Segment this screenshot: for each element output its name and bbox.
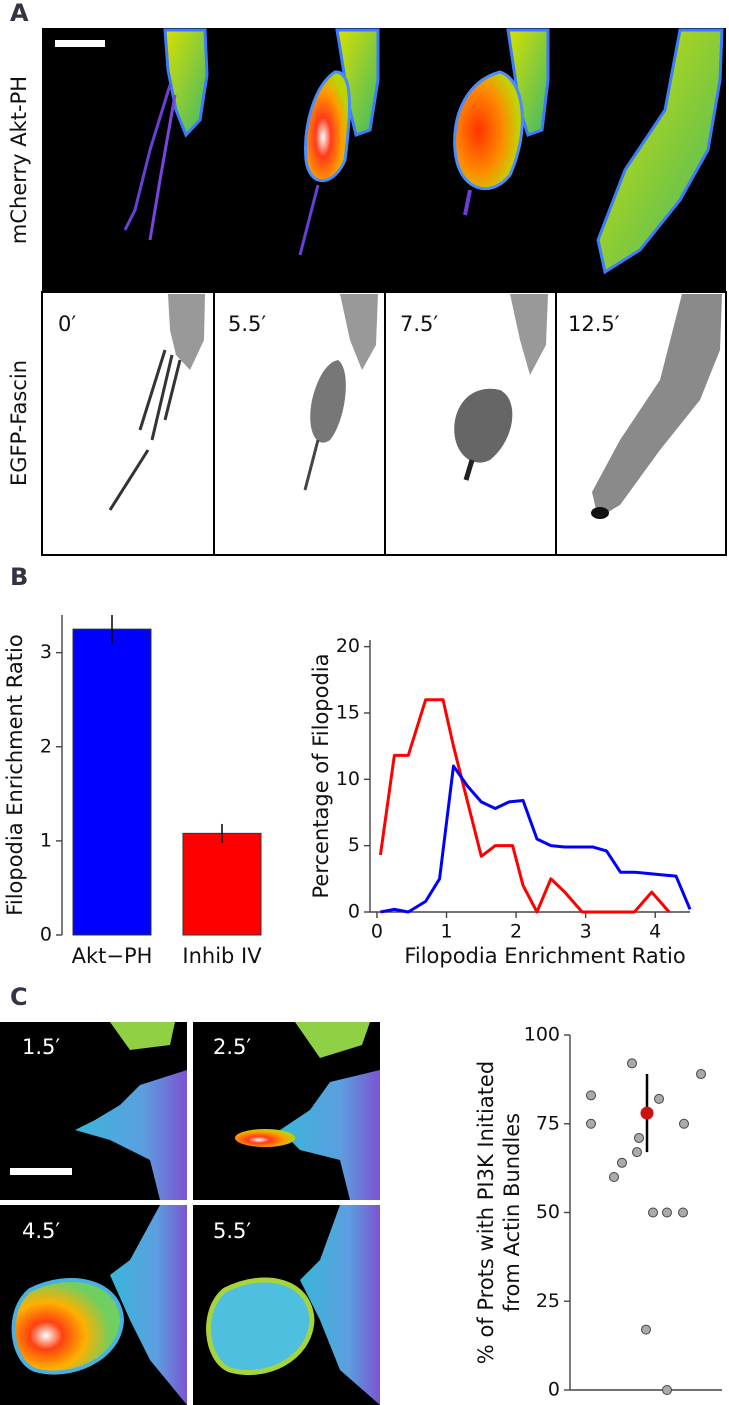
point — [617, 1157, 627, 1168]
row-label: mCherry Akt-PH — [7, 76, 31, 244]
x-tick-label: 3 — [580, 921, 592, 943]
point — [634, 1132, 644, 1143]
time-label: 2.5′ — [213, 1035, 251, 1059]
x-tick-label: Inhib IV — [182, 944, 262, 968]
bar — [72, 628, 152, 936]
y-axis-label: from Actin Bundles — [500, 1113, 524, 1312]
panel-label: C — [10, 983, 28, 1011]
y-axis-label: % of Prots with PI3K Initiated — [474, 1061, 498, 1364]
panel-label: B — [10, 563, 28, 591]
y-tick-label: 0 — [548, 1379, 560, 1401]
time-label: 7.5′ — [400, 312, 438, 336]
mean-point — [640, 1106, 654, 1120]
panel-label: A — [10, 0, 29, 27]
point — [662, 1207, 672, 1218]
point — [696, 1069, 706, 1080]
y-tick-label: 3 — [40, 641, 52, 663]
row-label: EGFP-Fascin — [7, 360, 31, 486]
y-tick-label: 25 — [536, 1290, 560, 1312]
point — [641, 1324, 651, 1335]
y-tick-label: 5 — [348, 834, 360, 856]
line — [380, 764, 692, 914]
y-tick-label: 1 — [40, 829, 52, 851]
point — [679, 1118, 689, 1129]
time-label: 4.5′ — [22, 1219, 60, 1243]
y-tick-label: 20 — [336, 635, 360, 657]
point — [654, 1093, 664, 1104]
line — [378, 698, 671, 914]
time-label: 0′ — [58, 312, 76, 336]
time-label: 12.5′ — [568, 312, 620, 336]
y-tick-label: 0 — [40, 924, 52, 946]
x-tick-label: Akt−PH — [72, 944, 153, 968]
x-tick-label: 1 — [440, 921, 452, 943]
time-label: 5.5′ — [213, 1219, 251, 1243]
point — [632, 1147, 642, 1158]
bar — [182, 832, 262, 936]
y-axis-label: Percentage of Filopodia — [309, 653, 333, 898]
point — [662, 1385, 672, 1395]
time-label: 1.5′ — [22, 1035, 60, 1059]
y-tick-label: 50 — [536, 1201, 560, 1223]
point — [609, 1172, 619, 1182]
y-axis-label: Filopodia Enrichment Ratio — [3, 634, 27, 915]
y-tick-label: 15 — [336, 701, 360, 723]
point — [648, 1207, 658, 1218]
point — [678, 1207, 688, 1218]
x-tick-label: 4 — [649, 921, 661, 943]
y-tick-label: 2 — [40, 735, 52, 757]
time-label: 5.5′ — [228, 312, 266, 336]
x-axis-label: Filopodia Enrichment Ratio — [404, 944, 685, 968]
y-tick-label: 75 — [536, 1112, 560, 1134]
x-tick-label: 2 — [510, 921, 522, 943]
image-grid — [0, 1022, 380, 1405]
y-tick-label: 10 — [336, 768, 360, 790]
point — [586, 1090, 596, 1101]
image-row-top — [42, 28, 726, 292]
point — [586, 1118, 596, 1129]
image-row-bottom — [41, 291, 727, 556]
y-tick-label: 0 — [348, 901, 360, 923]
x-tick-label: 0 — [371, 921, 383, 943]
point — [627, 1058, 637, 1069]
y-tick-label: 100 — [524, 1024, 560, 1046]
